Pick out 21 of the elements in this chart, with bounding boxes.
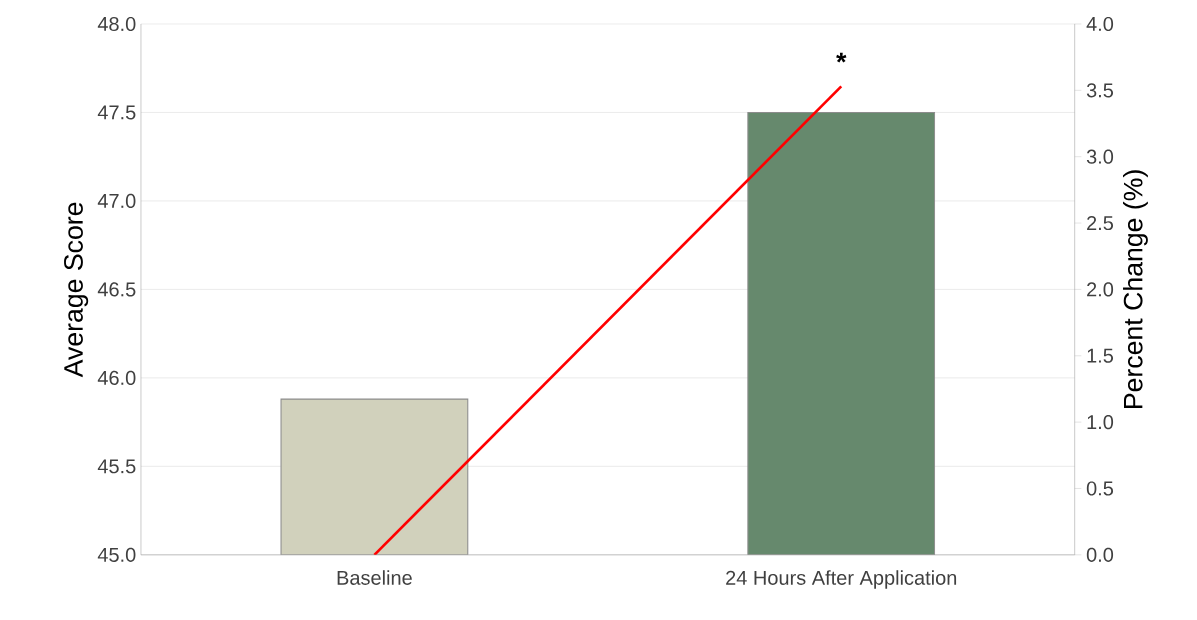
y2-tick-label: 2.5 xyxy=(1087,216,1114,231)
x-tick-label: Baseline xyxy=(337,570,412,585)
y2-tick-label: 1.0 xyxy=(1087,415,1114,430)
x-tick-label: 24 Hours After Application xyxy=(726,570,957,589)
y2-tick-label: 3.0 xyxy=(1086,149,1114,164)
y2-tick-label: 3.5 xyxy=(1086,83,1114,98)
annotation: * xyxy=(836,52,847,63)
y-tick-label: 48.0 xyxy=(97,16,136,32)
y-tick-label: 46.5 xyxy=(97,282,136,297)
y-tick-label: 45.0 xyxy=(97,547,136,562)
y2-axis-title: Percent Change (%) xyxy=(1123,170,1148,409)
y2-tick-label: 0.0 xyxy=(1086,547,1114,562)
y-tick-label: 45.5 xyxy=(97,459,136,474)
y2-tick-label: 0.5 xyxy=(1086,481,1114,496)
y-tick-label: 47.0 xyxy=(97,193,136,209)
y2-tick-label: 1.5 xyxy=(1087,348,1114,363)
y-axis-title: Average Score xyxy=(64,202,89,378)
y-tick-label: 47.5 xyxy=(97,105,136,120)
y2-tick-label: 4.0 xyxy=(1086,17,1114,32)
y2-tick-label: 2.0 xyxy=(1087,282,1114,297)
y-tick-label: 46.0 xyxy=(97,370,136,386)
